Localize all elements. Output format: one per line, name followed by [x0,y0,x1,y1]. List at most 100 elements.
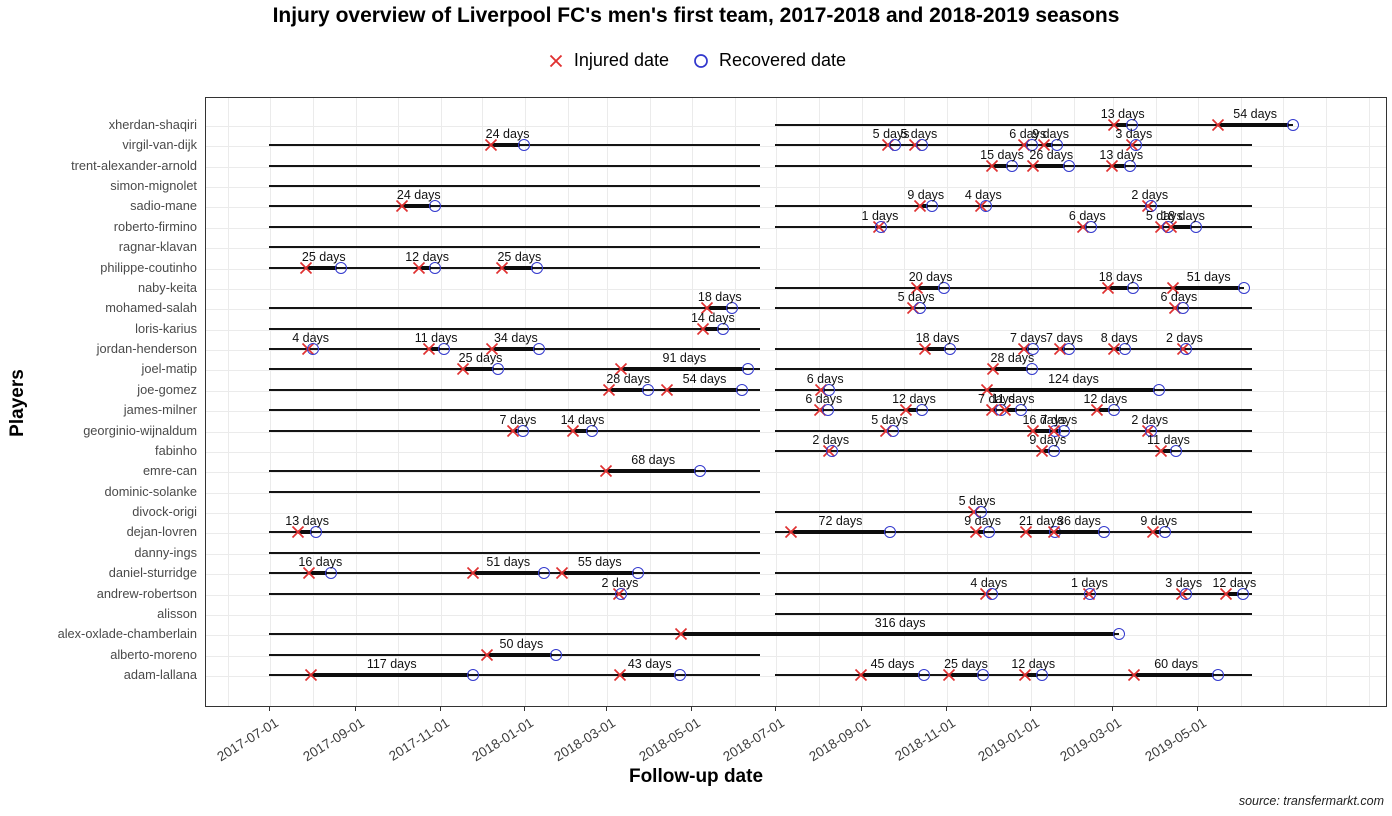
player-label: xherdan-shaqiri [108,117,197,132]
player-label: dejan-lovren [126,524,197,540]
month-gridline [1282,98,1284,706]
month-gridline [776,98,778,706]
recovered-marker [1179,587,1192,600]
recovered-circle-icon [691,51,711,71]
duration-label: 6 days [806,371,844,386]
followup-line [269,673,760,676]
followup-line [775,225,1253,228]
injury-duration-segment [1097,408,1110,413]
date-tick-label: 2018-11-01 [892,715,958,764]
date-tick-label: 2017-11-01 [385,715,452,764]
month-gridline [397,98,399,706]
duration-label: 5 days [897,290,935,305]
recovered-marker [925,200,938,213]
injury-duration-segment [991,163,1009,168]
injury-duration-segment [993,367,1028,372]
duration-label: 45 days [870,656,915,671]
duration-label: 26 days [1029,147,1074,162]
player-label: alisson [157,605,197,621]
recovered-marker [916,404,929,417]
month-gridline [228,98,230,706]
followup-line [775,348,1253,351]
duration-label: 21 days [1018,514,1063,529]
recovered-marker [1006,159,1019,172]
duration-label: 72 days [818,514,863,529]
player-label: emre-can [142,463,197,479]
injury-duration-segment [919,204,928,209]
duration-label: 5 days [1145,208,1183,223]
date-tick-label: 2018-01-01 [469,715,537,765]
month-gridline [482,98,484,706]
date-tick-label: 2017-09-01 [300,715,367,765]
date-tick-label: 2018-09-01 [806,715,874,765]
injury-duration-segment [418,265,432,270]
injury-duration-segment [1113,123,1128,127]
row-gridline [206,370,1386,372]
duration-label: 2 days [1165,331,1203,346]
duration-label: 20 days [908,269,953,284]
injury-duration-segment [987,387,1156,392]
injury-duration-segment [1044,143,1053,148]
followup-line [269,185,760,188]
injury-duration-segment [1174,306,1180,311]
row-gridline [206,227,1386,229]
followup-line [775,144,1253,147]
chart-title: Injury overview of Liverpool FC's men's … [272,4,1120,27]
duration-label: 6 days [1160,290,1198,305]
row-gridline [206,411,1386,413]
injured-marker [1166,281,1180,295]
injury-duration-segment [1033,163,1066,168]
followup-line [775,449,1253,452]
row-gridline [206,329,1386,331]
recovered-marker [874,220,887,233]
duration-label: 14 days [690,310,735,325]
recovered-marker [726,302,739,315]
duration-label: 68 days [631,453,676,468]
duration-label: 25 days [301,249,346,264]
duration-label: 5 days [958,494,996,509]
recovered-marker [1286,119,1299,131]
injured-marker [899,403,913,417]
row-gridline [206,309,1386,311]
axis-tick [690,706,692,711]
injury-duration-segment [1113,347,1121,352]
recovered-marker [821,404,834,417]
recovered-marker [429,200,442,213]
recovered-marker [1124,159,1137,172]
player-label: fabinho [155,442,197,458]
month-gridline [568,98,570,706]
followup-line [775,531,1253,534]
injury-duration-segment [606,469,697,474]
legend-recovered-label: Recovered date [718,50,847,70]
injured-marker [674,627,688,641]
recovered-marker [1125,119,1138,131]
followup-line [775,511,1253,514]
injured-marker [1047,525,1061,539]
followup-line [269,164,760,167]
month-gridline [1368,98,1370,706]
injury-duration-segment [402,204,432,209]
row-gridline [206,288,1386,290]
duration-label: 24 days [485,127,530,142]
recovered-marker [1025,139,1038,152]
recovered-marker [466,668,479,681]
injured-marker [913,199,927,213]
followup-line [269,388,760,391]
month-gridline [607,98,609,706]
followup-line [775,673,1253,676]
injury-duration-segment [1054,428,1060,433]
month-gridline [312,98,314,706]
recovered-marker [641,383,654,396]
axis-tick [1030,706,1032,711]
recovered-marker [1097,526,1110,539]
injury-duration-segment [821,387,826,392]
recovered-marker [716,322,729,335]
row-gridline [206,574,1386,576]
duration-label: 91 days [662,351,707,366]
recovered-marker [1025,363,1038,376]
month-gridline [440,98,442,706]
recovered-marker [586,424,599,437]
injured-marker [969,525,983,539]
recovered-marker [1238,281,1251,294]
player-label: mohamed-salah [105,300,197,316]
